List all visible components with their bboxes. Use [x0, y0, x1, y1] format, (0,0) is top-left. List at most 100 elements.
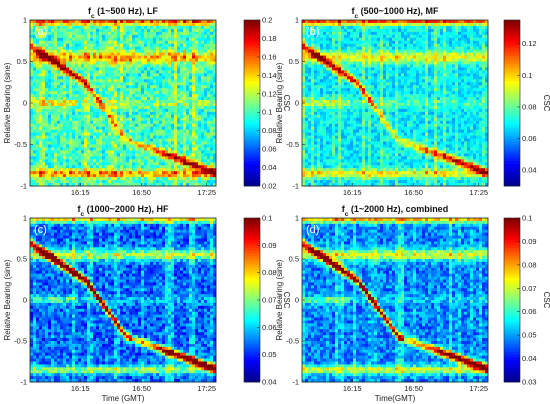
heatmap-cell [213, 73, 217, 77]
heatmap-cell [183, 49, 187, 53]
heatmap-cell [141, 85, 145, 89]
heatmap-cell [156, 55, 160, 59]
heatmap-cell [132, 43, 136, 48]
heatmap-cell [186, 22, 190, 27]
heatmap-cell [132, 138, 136, 142]
heatmap-cell [326, 183, 330, 187]
heatmap-cell [305, 76, 309, 80]
heatmap-cell [75, 25, 79, 30]
heatmap-cell [356, 55, 360, 59]
heatmap-cell [305, 147, 309, 151]
heatmap-cell [323, 55, 327, 59]
heatmap-cell [189, 126, 193, 131]
heatmap-cell [365, 168, 369, 172]
heatmap-cell [150, 97, 154, 101]
heatmap-cell [72, 129, 76, 134]
heatmap-cell [120, 55, 124, 59]
heatmap-cell [69, 94, 73, 98]
heatmap-cell [96, 64, 100, 68]
heatmap-cell [207, 180, 211, 184]
heatmap-cell [126, 120, 130, 125]
heatmap-cell [108, 126, 112, 131]
heatmap-cell [323, 108, 327, 113]
heatmap-cell [153, 153, 157, 157]
heatmap-cell [344, 79, 348, 83]
heatmap-cell [57, 25, 61, 30]
heatmap-cell [359, 165, 363, 169]
heatmap-cell [78, 46, 82, 51]
heatmap-cell [105, 70, 109, 74]
heatmap-cell [111, 168, 115, 172]
heatmap-cell [63, 132, 67, 136]
heatmap-cell [350, 46, 354, 51]
heatmap-cell [183, 153, 187, 157]
heatmap-cell [302, 52, 306, 56]
heatmap-cell [192, 25, 196, 30]
heatmap-cell [162, 162, 166, 166]
heatmap-cell [314, 37, 318, 42]
heatmap-cell [165, 174, 169, 178]
heatmap-cell [204, 177, 208, 181]
heatmap-cell [57, 70, 61, 74]
heatmap-cell [189, 183, 193, 187]
heatmap-cell [66, 67, 70, 71]
heatmap-cell [153, 135, 157, 139]
x-tick-label: 16:15 [71, 188, 90, 197]
heatmap-cell [108, 79, 112, 83]
heatmap-cell [165, 120, 169, 125]
heatmap-cell [66, 162, 70, 166]
heatmap-cell [87, 61, 91, 65]
heatmap-cell [105, 117, 109, 122]
heatmap-cell [69, 46, 73, 51]
heatmap-cell [135, 82, 139, 86]
heatmap-cell [359, 43, 363, 48]
heatmap-cell [207, 85, 211, 89]
heatmap-cell [347, 73, 351, 77]
heatmap-cell [189, 156, 193, 160]
heatmap-cell [329, 85, 333, 89]
heatmap-cell [362, 177, 366, 181]
heatmap-cell [359, 100, 363, 104]
heatmap-cell [168, 58, 172, 62]
heatmap-cell [305, 49, 309, 53]
heatmap-cell [314, 132, 318, 136]
heatmap-cell [305, 135, 309, 139]
heatmap-cell [159, 108, 163, 113]
heatmap-cell [335, 28, 339, 33]
heatmap-cell [192, 114, 196, 119]
heatmap-cell [138, 82, 142, 86]
heatmap-cell [39, 120, 43, 125]
heatmap-cell [75, 165, 79, 169]
heatmap-cell [359, 61, 363, 65]
heatmap-cell [204, 100, 208, 104]
heatmap-cell [204, 55, 208, 59]
heatmap-cell [168, 82, 172, 86]
heatmap-cell [308, 156, 312, 160]
heatmap-cell [138, 73, 142, 77]
heatmap-cell [99, 37, 103, 42]
heatmap-cell [207, 70, 211, 74]
heatmap-cell [75, 22, 79, 27]
heatmap-cell [78, 177, 82, 181]
heatmap-cell [123, 144, 127, 148]
heatmap-cell [72, 165, 76, 169]
heatmap-cell [210, 88, 214, 92]
heatmap-cell [102, 79, 106, 83]
heatmap-cell [42, 103, 46, 107]
heatmap-cell [42, 153, 46, 157]
heatmap-cell [350, 76, 354, 80]
heatmap-cell [135, 25, 139, 30]
heatmap-cell [311, 126, 315, 131]
heatmap-cell [102, 129, 106, 134]
heatmap-cell [147, 61, 151, 65]
heatmap-cell [36, 85, 40, 89]
heatmap-cell [99, 156, 103, 160]
heatmap-cell [311, 82, 315, 86]
heatmap-cell [81, 180, 85, 184]
heatmap-cell [189, 61, 193, 65]
heatmap-cell [30, 156, 34, 160]
heatmap-cell [66, 85, 70, 89]
heatmap-cell [308, 129, 312, 134]
heatmap-cell [195, 73, 199, 77]
heatmap-cell [335, 147, 339, 151]
